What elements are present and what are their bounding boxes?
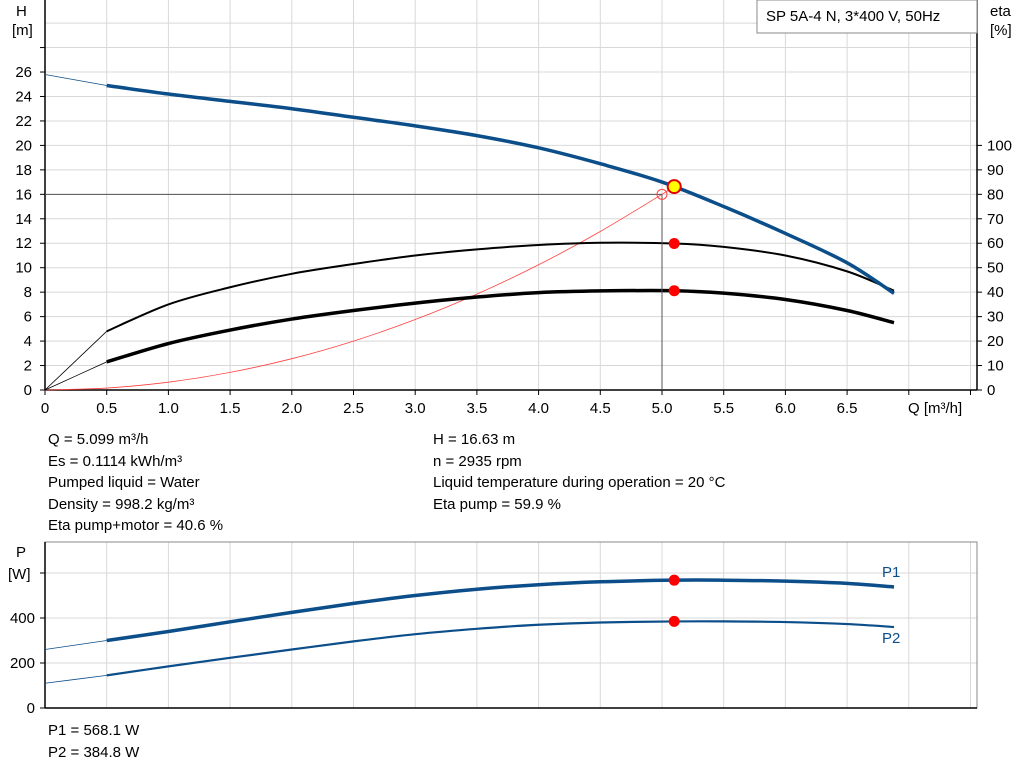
chart-title: SP 5A-4 N, 3*400 V, 50Hz — [766, 8, 940, 25]
p-axis-name: P — [16, 544, 26, 561]
eta-tick-label: 70 — [987, 211, 1004, 228]
info-p2: P2 = 384.8 W — [48, 743, 140, 761]
info-left: Q = 5.099 m³/h Es = 0.1114 kWh/m³ Pumped… — [48, 429, 223, 537]
eta-tick-label: 30 — [987, 309, 1004, 326]
p1-curve — [106, 578, 895, 643]
eta-pump-motor-curve-extrapolated — [44, 361, 107, 391]
x-tick-label: 1.0 — [158, 400, 179, 417]
x-tick-label: 5.0 — [652, 400, 673, 417]
info-liquid: Pumped liquid = Water — [48, 474, 200, 491]
eta-pump-motor-curve — [106, 288, 895, 364]
legend-p2: P2 — [882, 630, 900, 647]
markers — [45, 179, 682, 627]
x-tick-label: 6.5 — [837, 400, 858, 417]
info-n: n = 2935 rpm — [433, 452, 522, 470]
x-tick-label: 2.0 — [281, 400, 302, 417]
info-h: H = 16.63 m — [433, 431, 516, 448]
head-curve — [106, 83, 895, 295]
p-tick-label: 0 — [27, 700, 35, 717]
info-right: H = 16.63 m n = 2935 rpm Liquid temperat… — [433, 429, 725, 515]
info-density: Density = 998.2 kg/m³ — [48, 495, 195, 513]
p2-curve — [106, 620, 895, 677]
info-p1: P1 = 568.1 W — [48, 722, 140, 739]
x-tick-label: 3.5 — [466, 400, 487, 417]
p-tick-label: 400 — [10, 610, 35, 627]
x-tick-label: 2.5 — [343, 400, 364, 417]
bottom-chart-grid — [40, 541, 978, 709]
eta-pump-curve — [106, 241, 895, 333]
x-tick-label: 5.5 — [713, 400, 734, 417]
h-axis-name: H — [16, 3, 27, 20]
x-tick-label: 6.0 — [775, 400, 796, 417]
x-tick-label: 1.5 — [220, 400, 241, 417]
top-chart-grid — [40, 0, 982, 395]
eta-tick-label: 60 — [987, 235, 1004, 252]
h-tick-label: 2 — [24, 358, 32, 375]
h-tick-label: 4 — [24, 333, 32, 350]
p-axis-unit: [W] — [8, 566, 31, 583]
info-temp: Liquid temperature during operation = 20… — [433, 474, 726, 491]
eta-tick-label: 0 — [987, 382, 995, 399]
eta-tick-label: 20 — [987, 333, 1004, 350]
curves — [44, 74, 895, 684]
eta-pump-marker — [668, 237, 680, 249]
h-axis-unit: [m] — [12, 22, 33, 39]
x-tick-label: 3.0 — [405, 400, 426, 417]
eta-tick-label: 100 — [987, 137, 1012, 154]
h-tick-label: 14 — [15, 211, 32, 228]
x-tick-label: 4.0 — [528, 400, 549, 417]
eta-tick-label: 80 — [987, 186, 1004, 203]
info-es: Es = 0.1114 kWh/m³ — [48, 452, 183, 470]
tick-labels: 0 0.5 1.0 1.5 2.0 2.5 3.0 3.5 4.0 4.5 5.0 5.5 6.0 6.5… — [10, 64, 1012, 717]
h-tick-label: 18 — [15, 162, 32, 179]
eta-axis-name: eta — [990, 3, 1012, 20]
x-axis-label: Q [m³/h] — [908, 400, 962, 417]
title-box — [756, 0, 978, 34]
h-tick-label: 20 — [15, 137, 32, 154]
p1-marker — [668, 574, 680, 586]
info-q: Q = 5.099 m³/h — [48, 431, 149, 448]
p2-curve-extrapolated — [44, 674, 107, 684]
h-tick-label: 26 — [15, 64, 32, 81]
head-curve-extrapolated — [44, 74, 107, 86]
x-tick-label: 4.5 — [590, 400, 611, 417]
x-tick-label: 0 — [41, 400, 49, 417]
h-tick-label: 12 — [15, 235, 32, 252]
operating-point-marker — [666, 179, 682, 195]
h-tick-label: 0 — [24, 382, 32, 399]
p2-marker — [668, 615, 680, 627]
eta-tick-label: 40 — [987, 284, 1004, 301]
eta-tick-label: 10 — [987, 358, 1004, 375]
h-tick-label: 8 — [24, 284, 32, 301]
eta-pump-curve-extrapolated — [44, 331, 107, 391]
info-power: P1 = 568.1 W P2 = 384.8 W — [48, 720, 139, 763]
legend-p1: P1 — [882, 564, 900, 581]
p-tick-label: 200 — [10, 655, 35, 672]
h-tick-label: 24 — [15, 88, 32, 105]
eta-axis-unit: [%] — [990, 22, 1012, 39]
info-eta-pump: Eta pump = 59.9 % — [433, 495, 561, 513]
h-tick-label: 22 — [15, 113, 32, 130]
h-tick-label: 16 — [15, 186, 32, 203]
system-curve — [44, 193, 663, 391]
eta-tick-label: 50 — [987, 260, 1004, 277]
p1-curve-extrapolated — [44, 640, 107, 650]
duty-point-marker — [656, 188, 668, 200]
eta-tick-label: 90 — [987, 162, 1004, 179]
h-tick-label: 6 — [24, 309, 32, 326]
eta-pump-motor-marker — [668, 285, 680, 297]
bottom-chart-frame — [44, 541, 978, 709]
info-eta-pump-motor: Eta pump+motor = 40.6 % — [48, 517, 224, 534]
x-tick-label: 0.5 — [96, 400, 117, 417]
h-tick-label: 10 — [15, 260, 32, 277]
